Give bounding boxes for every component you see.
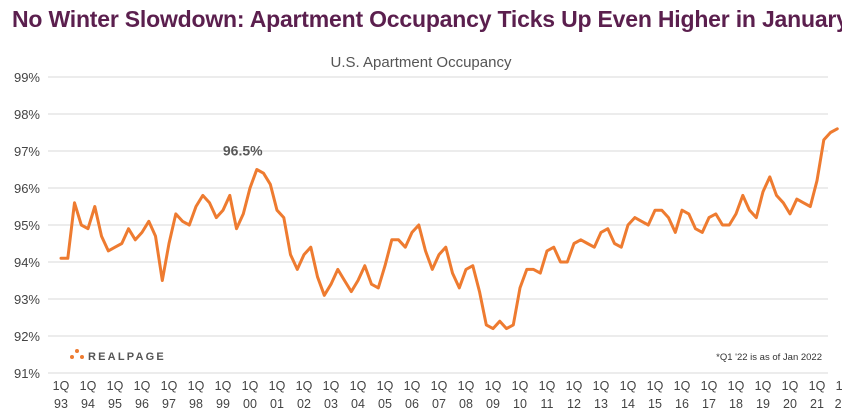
x-tick-label-quarter: 1Q — [323, 379, 340, 393]
grid-lines — [48, 76, 828, 374]
x-tick-label-year: 17 — [702, 397, 716, 411]
chart-title: No Winter Slowdown: Apartment Occupancy … — [12, 6, 842, 32]
x-tick-label-year: 04 — [351, 397, 365, 411]
logo-dots-icon — [70, 349, 84, 359]
x-tick-label-quarter: 1Q — [296, 379, 313, 393]
x-tick-label-year: 13 — [594, 397, 608, 411]
x-tick-label-quarter: 1Q — [809, 379, 826, 393]
x-axis: 1Q 93 1Q 94 1Q 95 1Q 96 1Q 97 1Q 98 1Q 99 1Q 00 1Q 01 1Q 02… — [53, 379, 842, 411]
y-tick-label: 95% — [14, 218, 40, 233]
x-tick-label-year: 14 — [621, 397, 635, 411]
y-tick-label: 92% — [14, 329, 40, 344]
x-tick-label-year: 06 — [405, 397, 419, 411]
x-tick-label-quarter: 1Q — [458, 379, 475, 393]
x-tick-label-year: 96 — [135, 397, 149, 411]
x-tick-label-year: 20 — [783, 397, 797, 411]
x-tick-label-quarter: 1Q — [512, 379, 529, 393]
x-tick-label-year: 00 — [243, 397, 257, 411]
x-tick-label-year: 01 — [270, 397, 284, 411]
x-tick-label-year: 95 — [108, 397, 122, 411]
x-tick-label-year: 02 — [297, 397, 311, 411]
y-tick-label: 98% — [14, 107, 40, 122]
x-tick-label-year: 09 — [486, 397, 500, 411]
x-tick-label-quarter: 1Q — [242, 379, 259, 393]
x-tick-label-quarter: 1Q — [53, 379, 70, 393]
x-tick-label-year: 12 — [567, 397, 581, 411]
series-group — [59, 127, 839, 331]
y-tick-label: 94% — [14, 255, 40, 270]
occupancy-line — [59, 127, 839, 331]
x-tick-label-quarter: 1Q — [404, 379, 421, 393]
y-axis: 91% 92% 93% 94% 95% 96% 97% 98% 99% — [14, 70, 40, 381]
x-tick-label-quarter: 1Q — [134, 379, 151, 393]
realpage-logo: REALPAGE — [70, 349, 166, 363]
x-tick-label-year: 98 — [189, 397, 203, 411]
y-tick-label: 96% — [14, 181, 40, 196]
y-tick-label: 91% — [14, 366, 40, 381]
x-tick-label-year: 03 — [324, 397, 338, 411]
x-tick-label-year: 19 — [756, 397, 770, 411]
x-tick-label-quarter: 1Q — [620, 379, 637, 393]
chart-subtitle: U.S. Apartment Occupancy — [331, 54, 512, 71]
data-label: 96.5% — [223, 143, 263, 159]
x-tick-label-year: 97 — [162, 397, 176, 411]
x-tick-label-quarter: 1Q — [593, 379, 610, 393]
x-tick-label-year: 99 — [216, 397, 230, 411]
y-tick-label: 99% — [14, 70, 40, 85]
x-tick-label-quarter: 1Q — [674, 379, 691, 393]
x-tick-label-quarter: 1Q — [350, 379, 367, 393]
x-tick-label-year: 94 — [81, 397, 95, 411]
y-tick-label: 97% — [14, 144, 40, 159]
x-tick-label-quarter: 1Q — [431, 379, 448, 393]
x-tick-label-quarter: 1Q — [701, 379, 718, 393]
x-tick-label-quarter: 1Q — [107, 379, 124, 393]
x-tick-label-year: 22* — [835, 397, 842, 411]
x-tick-label-year: 10 — [513, 397, 527, 411]
x-tick-label-year: 93 — [54, 397, 68, 411]
x-tick-label-quarter: 1Q — [755, 379, 772, 393]
x-tick-label-quarter: 1Q — [485, 379, 502, 393]
x-tick-label-year: 18 — [729, 397, 743, 411]
x-tick-label-year: 11 — [541, 397, 554, 411]
x-tick-label-quarter: 1Q — [782, 379, 799, 393]
x-tick-label-year: 21 — [810, 397, 824, 411]
x-tick-label-quarter: 1Q — [728, 379, 745, 393]
x-tick-label-year: 16 — [675, 397, 689, 411]
x-tick-label-quarter: 1Q — [836, 379, 842, 393]
logo-text: REALPAGE — [88, 351, 166, 363]
x-tick-label-year: 05 — [378, 397, 392, 411]
x-tick-label-quarter: 1Q — [647, 379, 664, 393]
x-tick-label-quarter: 1Q — [566, 379, 583, 393]
x-tick-label-quarter: 1Q — [539, 379, 556, 393]
annotations: 96.5% 97.6% — [223, 0, 842, 159]
x-tick-label-quarter: 1Q — [188, 379, 205, 393]
y-tick-label: 93% — [14, 292, 40, 307]
footnote: *Q1 '22 is as of Jan 2022 — [716, 352, 822, 363]
x-tick-label-quarter: 1Q — [161, 379, 178, 393]
x-tick-label-year: 07 — [432, 397, 446, 411]
x-tick-label-year: 15 — [648, 397, 662, 411]
x-tick-label-quarter: 1Q — [377, 379, 394, 393]
x-tick-label-year: 08 — [459, 397, 473, 411]
x-tick-label-quarter: 1Q — [80, 379, 97, 393]
x-tick-label-quarter: 1Q — [269, 379, 286, 393]
x-tick-label-quarter: 1Q — [215, 379, 232, 393]
data-label: 97.6% — [821, 0, 842, 3]
